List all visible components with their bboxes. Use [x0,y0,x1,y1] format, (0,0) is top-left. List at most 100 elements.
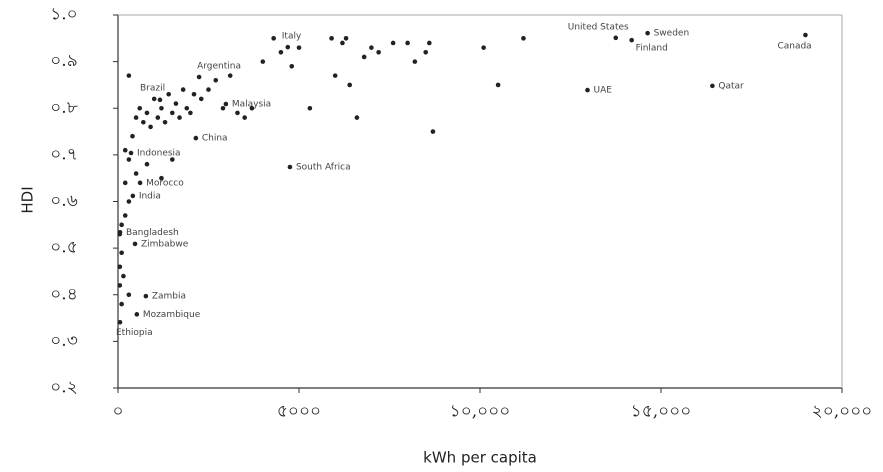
point [423,50,429,55]
y-tick-label: ০.৬ [50,191,78,211]
point [121,273,126,279]
point-label: Argentina [197,62,241,72]
point-label: Mozambique [143,310,201,320]
point [177,115,182,120]
point [130,193,136,199]
point [271,36,276,41]
point [137,180,143,186]
y-tick-label: ০.২ [50,378,78,398]
point [133,115,139,120]
point-label: Qatar [718,81,744,91]
y-tick-label: ০.৮ [50,98,78,118]
point [361,54,367,60]
point [126,292,132,298]
y-axis-label: HDI [19,186,37,213]
point [191,91,197,97]
y-tick-label: ০.৭ [50,144,78,164]
point [166,91,171,97]
point [206,87,211,92]
point [242,115,247,120]
point [126,199,132,204]
x-tick-label: ০ [112,402,123,422]
point [117,264,123,270]
point [196,74,202,80]
point [180,87,186,92]
point [260,59,266,64]
point [430,129,436,134]
point [117,231,123,237]
point [803,32,808,38]
point [198,96,204,102]
point-label: Malaysia [232,100,271,110]
point [193,135,199,141]
point [340,40,345,46]
point [235,110,240,116]
x-tick-label: ১৫,০০০ [631,402,692,422]
point [157,97,163,103]
point-label: Finland [636,44,668,54]
point [144,110,150,116]
point [117,319,123,325]
point [162,119,168,125]
point [132,241,138,247]
point [144,161,150,167]
x-tick-label: ৫০০০ [277,402,321,422]
point [155,115,161,120]
point [329,36,334,41]
point [126,157,132,162]
point [122,213,128,218]
point-label: Zimbabwe [141,239,189,249]
point [227,73,233,78]
point [188,110,193,116]
y-tick-label: ১.০ [50,5,78,25]
point [629,37,634,43]
point [130,133,135,139]
point-label: India [139,191,161,201]
point [521,36,526,41]
x-axis-label: kWh per capita [423,449,537,467]
point [354,115,360,120]
point [710,83,715,89]
point [170,110,175,116]
point [278,50,284,55]
point-label: UAE [594,86,613,96]
point [122,147,128,153]
point-label: Zambia [152,292,186,302]
point-label: Ethiopia [116,328,153,338]
point [173,101,179,106]
point [137,105,143,111]
point [119,250,124,256]
point [119,301,124,307]
point-label: China [202,134,228,144]
point [412,59,418,64]
x-tick-label: ১০,০০০ [450,402,511,422]
point [645,30,650,36]
point [343,36,349,41]
point [296,45,302,50]
point [376,50,381,55]
point [184,105,190,111]
point [159,105,164,111]
point-label: Canada [777,42,811,52]
y-tick-label: ০.৪ [50,284,78,304]
point-label: Bangladesh [126,228,179,238]
point [220,105,226,111]
y-tick-label: ০.৯ [50,51,78,71]
point [287,164,293,170]
y-tick-label: ০.৫ [50,238,78,258]
point [427,40,432,46]
point [285,44,291,50]
point-label: Italy [282,32,302,42]
y-tick-label: ০.৩ [50,331,78,351]
point [128,150,134,156]
point [143,293,149,299]
point-label: Indonesia [137,149,181,159]
point-label: Sweden [654,29,690,39]
point [307,105,313,111]
point [170,157,175,162]
point [495,82,501,88]
point-label: Morocco [146,178,184,188]
point [289,63,295,69]
point-label: United States [568,22,629,32]
